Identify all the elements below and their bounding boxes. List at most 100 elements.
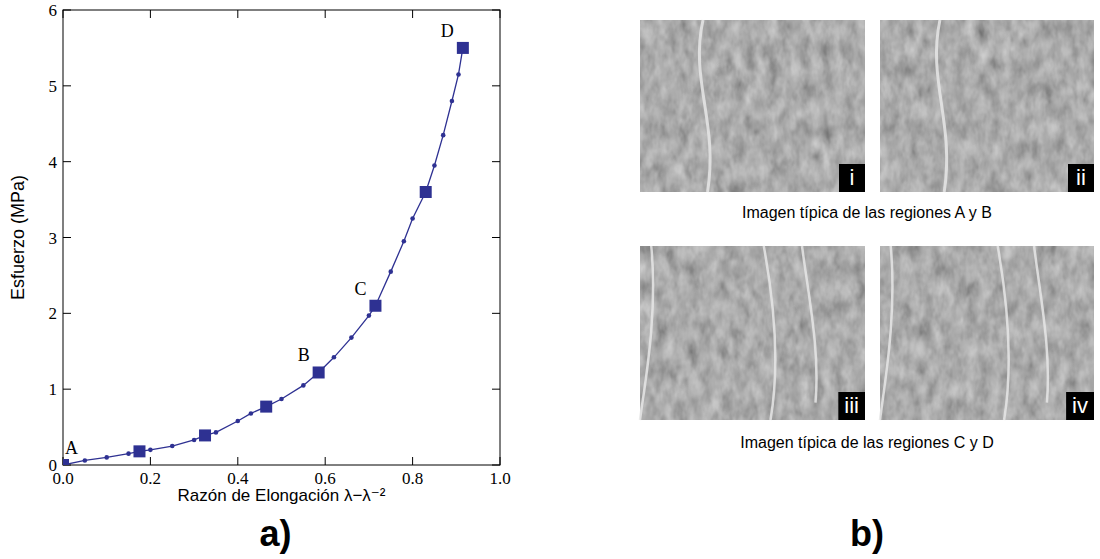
square-marker — [63, 459, 69, 465]
micrograph-texture — [880, 20, 1094, 192]
image-label: iv — [1072, 393, 1088, 418]
fibre-line — [640, 246, 653, 420]
point-marker — [349, 335, 354, 340]
micrograph — [640, 20, 865, 192]
y-tick — [63, 85, 71, 86]
point-marker — [388, 269, 393, 274]
y-tick-right — [492, 313, 500, 314]
x-tick — [150, 457, 151, 465]
micrograph-texture — [880, 246, 1094, 420]
square-marker — [313, 366, 325, 378]
fibre-line — [764, 246, 776, 420]
fibre-line — [998, 246, 1009, 420]
x-tick — [325, 457, 326, 465]
y-tick-right — [492, 237, 500, 238]
micrograph-texture — [640, 20, 865, 192]
x-tick-top — [325, 10, 326, 18]
y-tick — [63, 161, 71, 162]
x-tick-label: 0.8 — [402, 469, 423, 488]
panel-label: a) — [259, 513, 291, 554]
fibre-line — [880, 246, 892, 420]
point-annotation: D — [441, 21, 454, 41]
micrograph-shade — [880, 20, 1094, 192]
y-tick-right — [492, 161, 500, 162]
x-tick-top — [150, 10, 151, 18]
square-marker — [199, 429, 211, 441]
point-marker — [450, 99, 455, 104]
y-tick — [63, 313, 71, 314]
square-marker — [133, 445, 145, 457]
image-label: i — [850, 165, 855, 190]
point-marker — [301, 383, 306, 388]
point-marker — [126, 451, 131, 456]
square-marker — [457, 42, 469, 54]
square-marker — [420, 186, 432, 198]
image-caption: Imagen típica de las regiones A y B — [742, 204, 992, 221]
y-tick-label: 3 — [49, 229, 58, 248]
point-marker — [441, 133, 446, 138]
micrograph — [880, 246, 1094, 420]
point-marker — [214, 430, 219, 435]
y-tick-right — [492, 465, 500, 466]
point-marker — [432, 163, 437, 168]
point-marker — [456, 72, 461, 77]
fibre-line — [699, 20, 710, 192]
y-tick-right — [492, 10, 500, 11]
image-label-box — [1066, 392, 1094, 420]
x-axis-title: Razón de Elongación λ−λ⁻² — [178, 486, 386, 505]
image-label-box — [838, 392, 865, 420]
y-tick-label: 1 — [49, 380, 58, 399]
square-marker — [260, 401, 272, 413]
point-marker — [279, 397, 284, 402]
y-axis-title: Esfuerzo (MPa) — [8, 175, 28, 300]
fibre-line — [1034, 246, 1048, 403]
point-marker — [332, 355, 337, 360]
y-tick-label: 6 — [49, 1, 58, 20]
fibre-line — [802, 246, 817, 403]
plot-frame — [63, 10, 500, 465]
point-marker — [170, 444, 175, 449]
y-tick-right — [492, 85, 500, 86]
plot-data — [63, 42, 469, 465]
x-tick-label: 1.0 — [489, 469, 510, 488]
x-tick-top — [237, 10, 238, 18]
x-tick-top — [412, 10, 413, 18]
micrograph — [880, 20, 1094, 192]
square-marker — [369, 300, 381, 312]
point-marker — [367, 313, 372, 318]
image-label-box — [1068, 164, 1094, 192]
x-tick — [237, 457, 238, 465]
y-tick-label: 4 — [49, 153, 58, 172]
point-marker — [192, 438, 197, 443]
micrograph — [640, 246, 865, 420]
panel-label: b) — [850, 513, 884, 554]
y-tick-label: 5 — [49, 77, 58, 96]
micrograph-shade — [880, 246, 1094, 420]
image-label-box — [839, 164, 865, 192]
curve — [63, 48, 463, 465]
y-tick-label: 0 — [49, 456, 58, 475]
micrograph-shade — [640, 246, 865, 420]
point-marker — [104, 455, 109, 460]
y-tick-label: 2 — [49, 304, 58, 323]
y-tick — [63, 237, 71, 238]
point-marker — [83, 458, 88, 463]
fibre-line — [936, 20, 946, 192]
point-marker — [402, 239, 407, 244]
x-tick — [412, 457, 413, 465]
y-tick-right — [492, 389, 500, 390]
x-tick-label: 0.2 — [140, 469, 161, 488]
x-tick — [500, 457, 501, 465]
point-annotation: C — [354, 279, 366, 299]
point-marker — [148, 448, 153, 453]
point-marker — [410, 216, 415, 221]
y-tick — [63, 389, 71, 390]
y-tick — [63, 10, 71, 11]
figure: 0.00.20.40.60.81.00123456Razón de Elonga… — [0, 0, 1100, 559]
point-marker — [236, 419, 241, 424]
x-tick-top — [63, 10, 64, 18]
image-label: ii — [1076, 165, 1086, 190]
point-annotation: B — [298, 345, 310, 365]
image-caption: Imagen típica de las regiones C y D — [740, 434, 993, 451]
point-marker — [249, 411, 254, 416]
